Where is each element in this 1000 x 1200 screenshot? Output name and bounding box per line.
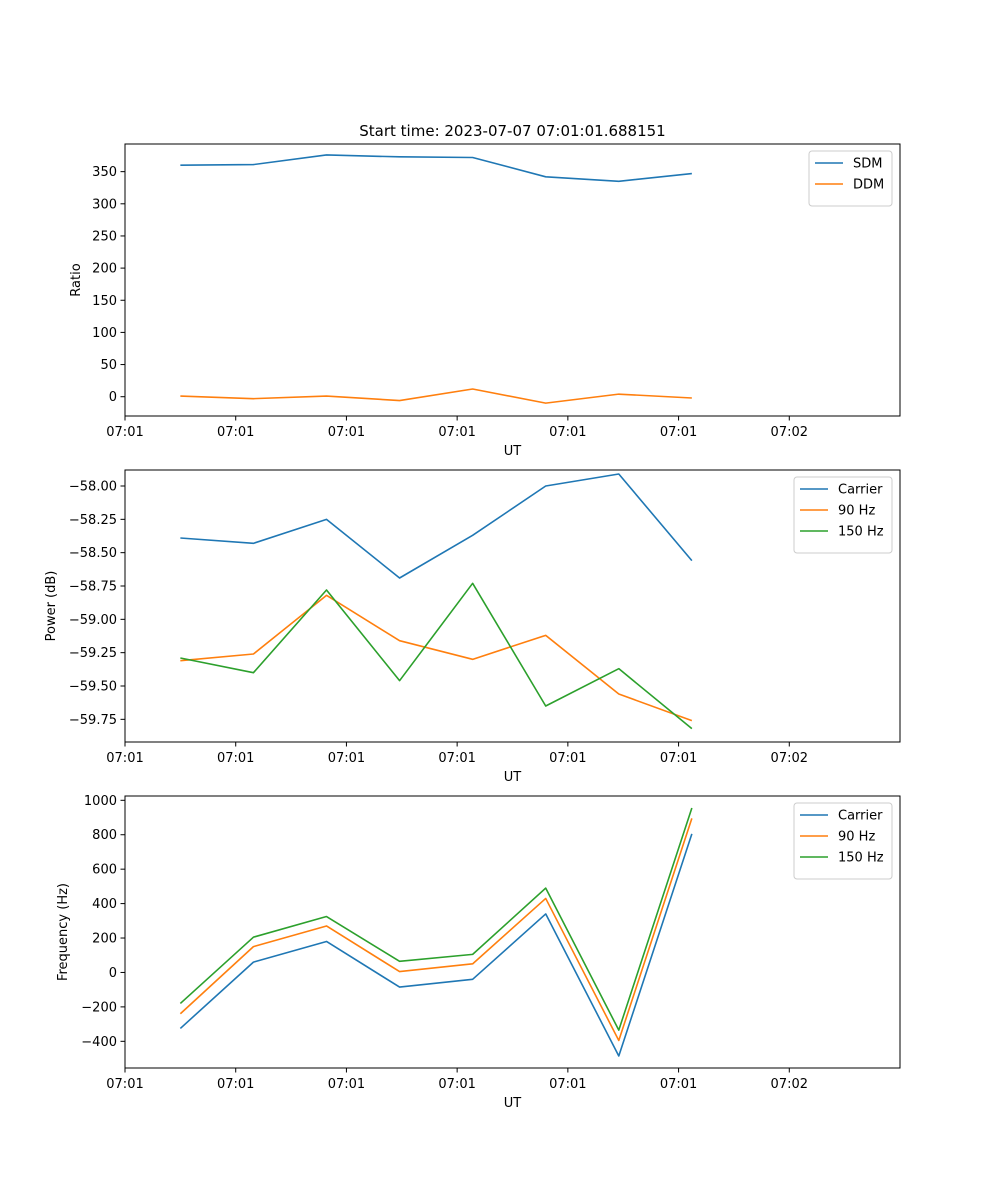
legend-entry: Carrier xyxy=(838,809,883,824)
x-tick-label: 07:01 xyxy=(328,425,365,440)
y-tick-label: 1000 xyxy=(84,794,117,809)
series-line-sdm xyxy=(180,154,692,183)
y-tick-label: 150 xyxy=(92,294,117,309)
x-tick-label: 07:01 xyxy=(217,1077,254,1092)
y-tick-label: −59.50 xyxy=(69,680,117,695)
series-line-90-hz xyxy=(179,818,693,1042)
series-line-ddm xyxy=(180,388,692,404)
series-line-carrier xyxy=(180,473,693,579)
x-tick-label: 07:01 xyxy=(549,1077,586,1092)
legend-frame xyxy=(808,150,893,207)
y-tick-label: −58.75 xyxy=(69,580,117,595)
x-axis-label: UT xyxy=(504,444,522,459)
series-line-90-hz xyxy=(180,594,693,722)
x-tick-label: 07:01 xyxy=(328,1077,365,1092)
x-tick-label: 07:01 xyxy=(549,425,586,440)
plots: 07:01 07:01 07:01 07:01 07:01 07:01 07:02 0 50 10… xyxy=(44,143,901,1111)
y-tick-label: 100 xyxy=(92,326,117,341)
series-line-carrier xyxy=(179,833,693,1057)
subplot-3: 07:01 07:01 07:01 07:01 07:01 07:01 07:02 −400 −… xyxy=(56,794,901,1111)
legend: Carrier 90 Hz 150 Hz xyxy=(793,476,893,554)
legend-frame xyxy=(793,476,893,554)
axes-frame xyxy=(124,143,901,417)
x-tick-label: 07:01 xyxy=(660,751,697,766)
legend-entry: Carrier xyxy=(838,483,883,498)
x-tick-label: 07:02 xyxy=(771,1077,808,1092)
x-axis-label: UT xyxy=(504,1096,522,1111)
legend-entry: DDM xyxy=(853,178,884,193)
x-tick-label: 07:01 xyxy=(106,1077,143,1092)
x-tick-label: 07:01 xyxy=(217,425,254,440)
legend-entry: SDM xyxy=(853,157,882,172)
x-tick-label: 07:01 xyxy=(328,751,365,766)
legend-entry: 90 Hz xyxy=(838,830,875,845)
x-tick-label: 07:01 xyxy=(549,751,586,766)
y-tick-label: −58.00 xyxy=(69,480,117,495)
y-tick-label: −59.75 xyxy=(69,713,117,728)
y-axis-label: Frequency (Hz) xyxy=(56,883,71,981)
y-tick-label: 600 xyxy=(92,863,117,878)
y-tick-label: 50 xyxy=(100,358,117,373)
y-axis-label: Ratio xyxy=(69,263,84,296)
subplot-1: 07:01 07:01 07:01 07:01 07:01 07:01 07:02 0 50 10… xyxy=(69,143,901,459)
y-tick-label: −58.25 xyxy=(69,513,117,528)
x-tick-label: 07:01 xyxy=(217,751,254,766)
x-tick-label: 07:01 xyxy=(660,1077,697,1092)
y-tick-label: 800 xyxy=(92,828,117,843)
axes-frame xyxy=(124,469,901,743)
legend-frame xyxy=(793,802,893,880)
y-tick-label: 300 xyxy=(92,197,117,212)
y-axis-label: Power (dB) xyxy=(44,571,59,642)
y-tick-label: −200 xyxy=(81,1000,117,1015)
legend: SDM DDM xyxy=(808,150,893,207)
y-tick-label: −59.25 xyxy=(69,646,117,661)
y-tick-label: 0 xyxy=(109,966,117,981)
y-tick-label: −400 xyxy=(81,1035,117,1050)
subplot-2: 07:01 07:01 07:01 07:01 07:01 07:01 07:02 −59.7… xyxy=(44,469,901,785)
y-tick-label: 0 xyxy=(109,390,117,405)
legend: Carrier 90 Hz 150 Hz xyxy=(793,802,893,880)
series-line-150-hz xyxy=(180,582,693,730)
y-tick-label: −58.50 xyxy=(69,546,117,561)
legend-entry: 150 Hz xyxy=(838,851,884,866)
x-tick-label: 07:01 xyxy=(106,425,143,440)
y-tick-label: −59.00 xyxy=(69,613,117,628)
axes-frame xyxy=(124,795,901,1069)
x-axis-label: UT xyxy=(504,770,522,785)
x-tick-label: 07:02 xyxy=(771,425,808,440)
x-tick-label: 07:01 xyxy=(438,1077,475,1092)
series-line-150-hz xyxy=(179,807,693,1031)
x-tick-label: 07:01 xyxy=(106,751,143,766)
x-tick-label: 07:01 xyxy=(438,425,475,440)
x-tick-label: 07:02 xyxy=(771,751,808,766)
legend-entry: 90 Hz xyxy=(838,504,875,519)
y-tick-label: 250 xyxy=(92,229,117,244)
x-tick-label: 07:01 xyxy=(660,425,697,440)
y-tick-label: 350 xyxy=(92,165,117,180)
legend-entry: 150 Hz xyxy=(838,525,884,540)
figure-title: Start time: 2023-07-07 07:01:01.688151 xyxy=(359,122,665,140)
y-tick-label: 400 xyxy=(92,897,117,912)
y-tick-label: 200 xyxy=(92,932,117,947)
x-tick-label: 07:01 xyxy=(438,751,475,766)
y-tick-label: 200 xyxy=(92,262,117,277)
